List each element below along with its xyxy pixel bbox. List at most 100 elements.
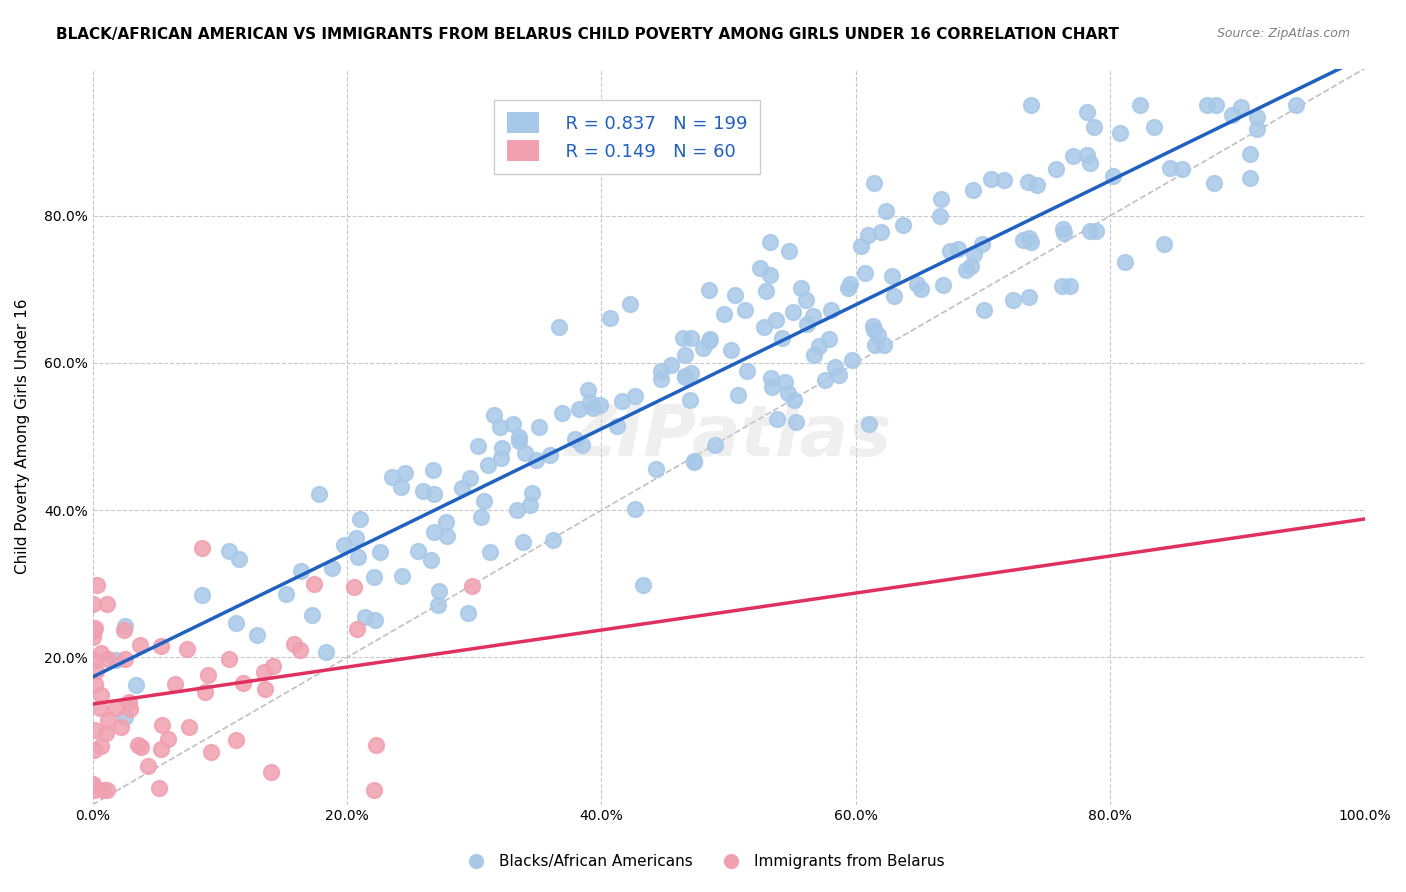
Point <box>808 339 831 353</box>
Point <box>963 246 986 260</box>
Point <box>112 623 135 637</box>
Point <box>1205 98 1227 112</box>
Point <box>83 743 105 757</box>
Point <box>364 738 387 752</box>
Point <box>506 503 529 517</box>
Point <box>458 471 481 485</box>
Point <box>1052 279 1074 293</box>
Point <box>1018 290 1040 304</box>
Point <box>582 401 605 416</box>
Point <box>1076 148 1098 162</box>
Point <box>599 311 621 326</box>
Text: BLACK/AFRICAN AMERICAN VS IMMIGRANTS FROM BELARUS CHILD POVERTY AMONG GIRLS UNDE: BLACK/AFRICAN AMERICAN VS IMMIGRANTS FRO… <box>56 27 1119 42</box>
Point <box>765 313 787 327</box>
Point <box>363 570 385 584</box>
Point <box>333 538 356 552</box>
Point <box>197 668 219 682</box>
Point <box>735 364 758 378</box>
Point <box>470 510 492 524</box>
Point <box>508 430 530 444</box>
Point <box>1019 98 1042 112</box>
Point <box>118 702 141 716</box>
Legend: Blacks/African Americans, Immigrants from Belarus: Blacks/African Americans, Immigrants fro… <box>456 848 950 875</box>
Point <box>782 305 804 319</box>
Point <box>548 320 571 334</box>
Point <box>381 470 404 484</box>
Point <box>796 293 818 307</box>
Point <box>619 297 641 311</box>
Point <box>1017 175 1039 189</box>
Point <box>94 726 117 740</box>
Point <box>692 342 714 356</box>
Point <box>683 454 706 468</box>
Point <box>228 552 250 566</box>
Point <box>129 638 152 652</box>
Point <box>1062 149 1084 163</box>
Point <box>165 676 187 690</box>
Point <box>868 328 890 343</box>
Point <box>770 331 793 345</box>
Point <box>491 441 513 455</box>
Point <box>837 281 859 295</box>
Point <box>308 487 330 501</box>
Point <box>1129 98 1152 112</box>
Point <box>194 685 217 699</box>
Point <box>849 239 872 253</box>
Point <box>349 512 371 526</box>
Point <box>1101 169 1123 183</box>
Point <box>262 658 284 673</box>
Point <box>508 434 530 448</box>
Point <box>724 287 747 301</box>
Point <box>1109 126 1132 140</box>
Point <box>129 740 152 755</box>
Point <box>778 386 800 401</box>
Point <box>138 758 160 772</box>
Point <box>477 458 499 472</box>
Point <box>253 665 276 680</box>
Point <box>394 466 416 480</box>
Point <box>148 780 170 795</box>
Point <box>436 529 458 543</box>
Point <box>177 720 200 734</box>
Point <box>110 720 132 734</box>
Point <box>91 783 114 797</box>
Point <box>1285 98 1308 112</box>
Point <box>225 732 247 747</box>
Point <box>391 569 413 583</box>
Point <box>412 484 434 499</box>
Point <box>90 739 112 753</box>
Point <box>97 713 120 727</box>
Point <box>1001 293 1024 308</box>
Point <box>576 383 599 397</box>
Point <box>841 352 863 367</box>
Point <box>363 783 385 797</box>
Point <box>783 393 806 408</box>
Point <box>513 445 536 459</box>
Point <box>96 783 118 797</box>
Point <box>612 394 634 409</box>
Point <box>1170 161 1192 176</box>
Point <box>368 545 391 559</box>
Point <box>673 370 696 384</box>
Point <box>778 244 800 259</box>
Point <box>633 578 655 592</box>
Point <box>720 343 742 358</box>
Point <box>176 641 198 656</box>
Point <box>427 584 450 599</box>
Point <box>818 332 841 346</box>
Point <box>1246 110 1268 124</box>
Point <box>1026 178 1049 192</box>
Point <box>288 642 311 657</box>
Point <box>929 209 952 223</box>
Point <box>679 393 702 408</box>
Point <box>246 628 269 642</box>
Point <box>785 415 807 429</box>
Point <box>650 364 672 378</box>
Point <box>803 348 825 362</box>
Point <box>801 310 824 324</box>
Point <box>520 486 543 500</box>
Point <box>200 745 222 759</box>
Point <box>863 338 886 352</box>
Point <box>824 360 846 375</box>
Point <box>955 263 977 277</box>
